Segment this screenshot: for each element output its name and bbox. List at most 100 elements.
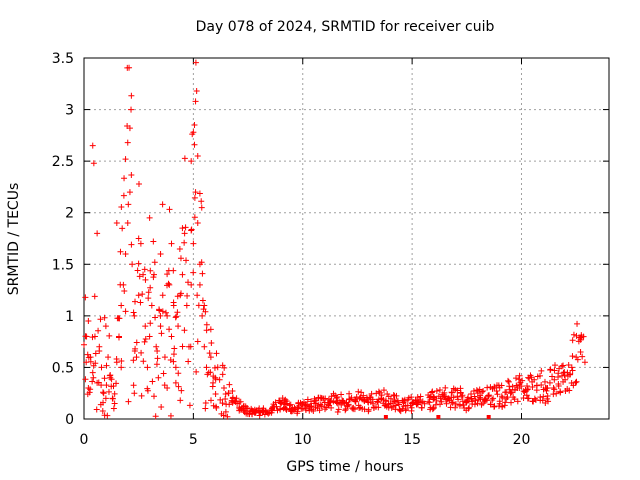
data-point — [283, 400, 290, 407]
data-point — [577, 336, 584, 343]
data-point — [539, 397, 546, 404]
data-point — [221, 385, 227, 392]
data-point — [511, 396, 518, 403]
data-point — [388, 404, 395, 411]
data-point — [525, 386, 532, 393]
data-point — [178, 290, 185, 297]
data-point — [577, 348, 584, 355]
data-point — [579, 353, 586, 360]
data-point — [207, 354, 214, 361]
data-point — [560, 362, 567, 369]
data-point — [126, 189, 133, 196]
data-point — [409, 399, 416, 406]
data-point — [128, 106, 135, 113]
data-point — [541, 378, 548, 385]
y-tick-label: 0.5 — [52, 360, 74, 376]
data-point — [415, 398, 422, 405]
data-point — [190, 269, 197, 276]
data-point — [358, 389, 365, 396]
data-point — [568, 364, 575, 371]
data-point — [540, 386, 547, 393]
data-point — [203, 327, 210, 334]
data-point — [529, 384, 536, 391]
data-point — [131, 390, 138, 397]
data-point — [344, 402, 351, 409]
data-point — [111, 390, 118, 397]
data-point — [308, 398, 315, 405]
data-point — [92, 360, 99, 367]
data-point — [101, 375, 108, 382]
data-point — [168, 333, 175, 340]
data-point — [504, 394, 511, 401]
data-point — [436, 387, 443, 394]
data-point — [116, 315, 123, 322]
data-point — [511, 386, 518, 393]
data-point — [211, 364, 218, 371]
data-point — [218, 410, 225, 417]
data-point — [342, 406, 349, 413]
data-point — [454, 393, 461, 400]
data-point — [468, 396, 475, 403]
data-point — [157, 323, 164, 330]
data-point — [142, 335, 149, 342]
data-point — [102, 323, 109, 330]
data-point — [532, 396, 539, 403]
data-point — [191, 141, 198, 148]
data-point — [574, 320, 581, 327]
data-point — [432, 401, 439, 408]
data-point — [157, 250, 164, 257]
data-point — [191, 194, 198, 201]
data-point — [179, 343, 186, 350]
data-point — [361, 398, 368, 405]
data-point — [551, 376, 558, 383]
data-point — [226, 381, 233, 388]
data-point — [122, 250, 129, 257]
y-tick-label: 0 — [65, 412, 74, 428]
data-point — [125, 398, 132, 405]
data-point — [454, 387, 461, 394]
data-point — [89, 378, 96, 385]
data-point — [134, 267, 141, 274]
data-point — [164, 312, 171, 319]
data-point — [219, 400, 226, 407]
data-point — [199, 270, 206, 277]
data-point — [89, 142, 96, 149]
y-ticks: 0 0.5 1 1.5 2 2.5 3 3.5 — [52, 51, 609, 428]
data-point — [345, 401, 352, 408]
data-point — [194, 220, 201, 227]
data-point — [204, 371, 211, 378]
data-point — [442, 384, 449, 391]
data-point — [540, 393, 547, 400]
data-point — [508, 399, 515, 406]
data-point — [136, 273, 143, 280]
data-point — [183, 257, 190, 264]
data-point — [294, 408, 301, 415]
data-point — [426, 394, 433, 401]
data-point — [161, 354, 168, 361]
data-point — [361, 406, 368, 413]
data-point — [190, 240, 197, 247]
data-point — [435, 393, 442, 400]
data-point — [109, 395, 116, 402]
data-point — [202, 405, 209, 412]
data-point — [569, 337, 576, 344]
data-point — [103, 382, 110, 389]
data-point — [474, 400, 481, 407]
data-point — [229, 394, 236, 401]
data-point — [261, 411, 268, 418]
data-point — [538, 367, 545, 374]
data-point — [450, 385, 457, 392]
data-point — [459, 398, 466, 405]
data-point — [144, 364, 151, 371]
data-point — [165, 280, 172, 287]
data-point — [81, 341, 87, 348]
data-point — [229, 387, 236, 394]
data-point — [157, 312, 164, 319]
data-point — [181, 327, 188, 334]
data-point — [152, 314, 159, 321]
data-point — [89, 369, 96, 376]
data-point — [84, 351, 91, 358]
data-point — [130, 357, 137, 364]
data-point — [188, 226, 195, 233]
data-point — [167, 357, 174, 364]
